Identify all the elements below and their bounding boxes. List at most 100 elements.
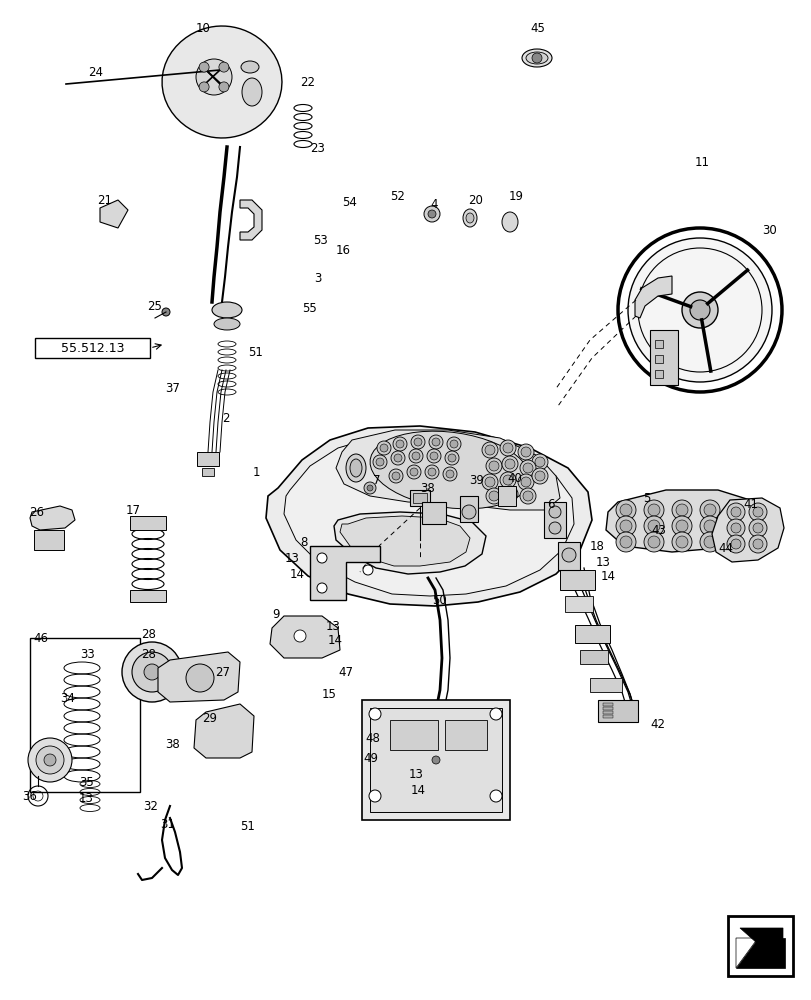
Text: 9: 9 (272, 607, 279, 620)
Bar (557, 542, 579, 570)
Circle shape (444, 451, 458, 465)
Circle shape (363, 482, 375, 494)
Circle shape (676, 520, 687, 532)
Polygon shape (270, 616, 340, 658)
Circle shape (643, 516, 663, 536)
Circle shape (672, 500, 691, 520)
Circle shape (752, 539, 762, 549)
Text: 19: 19 (508, 190, 523, 202)
Circle shape (482, 474, 497, 490)
Circle shape (410, 468, 418, 476)
Polygon shape (100, 200, 128, 228)
Circle shape (486, 458, 501, 474)
Bar (564, 596, 592, 612)
Circle shape (548, 506, 560, 518)
Bar (727, 916, 792, 976)
Text: 13: 13 (595, 556, 610, 568)
Text: 23: 23 (310, 141, 324, 154)
Bar (410, 490, 430, 506)
Bar (654, 370, 663, 378)
Circle shape (517, 474, 534, 490)
Text: 45: 45 (530, 21, 544, 34)
Ellipse shape (345, 454, 366, 482)
Circle shape (502, 475, 513, 485)
Text: 52: 52 (389, 190, 405, 202)
Text: 50: 50 (431, 593, 446, 606)
Text: 13: 13 (409, 768, 423, 780)
Text: 55.512.13: 55.512.13 (61, 342, 124, 355)
Polygon shape (370, 431, 530, 509)
Bar (362, 700, 509, 820)
Bar (34, 530, 64, 550)
Circle shape (484, 477, 495, 487)
Circle shape (375, 458, 384, 466)
Circle shape (367, 485, 372, 491)
Circle shape (219, 62, 229, 72)
Circle shape (672, 532, 691, 552)
Circle shape (393, 454, 401, 462)
Bar (574, 625, 609, 643)
Circle shape (699, 516, 719, 536)
Circle shape (219, 82, 229, 92)
Circle shape (521, 477, 530, 487)
Text: 38: 38 (419, 482, 434, 494)
Circle shape (489, 708, 501, 720)
Text: 38: 38 (165, 738, 179, 750)
Circle shape (681, 292, 717, 328)
Circle shape (195, 59, 232, 95)
Bar (389, 720, 437, 750)
Ellipse shape (350, 459, 362, 477)
Text: 10: 10 (195, 21, 211, 34)
Text: 26: 26 (29, 506, 44, 518)
Circle shape (488, 491, 499, 501)
Text: 55: 55 (302, 302, 316, 314)
Text: 27: 27 (215, 666, 230, 678)
Text: 47: 47 (337, 666, 353, 678)
Circle shape (616, 500, 635, 520)
Circle shape (445, 470, 453, 478)
Circle shape (643, 532, 663, 552)
Text: 54: 54 (341, 196, 357, 209)
Bar (649, 330, 677, 385)
Polygon shape (336, 430, 560, 510)
Text: 28: 28 (141, 628, 156, 641)
Bar (370, 708, 501, 812)
Bar (597, 700, 637, 722)
Text: 14: 14 (600, 570, 616, 582)
Circle shape (449, 440, 457, 448)
Text: 34: 34 (60, 692, 75, 704)
Circle shape (368, 790, 380, 802)
Bar (130, 516, 165, 530)
Circle shape (703, 536, 715, 548)
Polygon shape (284, 436, 573, 596)
Ellipse shape (521, 49, 551, 67)
Text: 14: 14 (328, 634, 342, 647)
Text: 44: 44 (717, 542, 732, 554)
Text: 42: 42 (649, 718, 664, 730)
Bar (603, 715, 612, 718)
Text: 18: 18 (590, 540, 604, 552)
Circle shape (643, 500, 663, 520)
Circle shape (730, 507, 740, 517)
Circle shape (411, 452, 419, 460)
Polygon shape (711, 498, 783, 562)
Bar (590, 678, 621, 692)
Circle shape (647, 520, 659, 532)
Circle shape (519, 488, 535, 504)
Text: 22: 22 (299, 76, 315, 89)
Text: 13: 13 (325, 619, 341, 633)
Circle shape (522, 491, 532, 501)
Circle shape (561, 548, 575, 562)
Circle shape (486, 488, 501, 504)
Text: 51: 51 (247, 346, 263, 359)
Bar (654, 340, 663, 348)
Circle shape (726, 519, 744, 537)
Text: 2: 2 (221, 412, 230, 424)
Circle shape (443, 467, 457, 481)
Text: 25: 25 (147, 300, 161, 312)
Circle shape (410, 435, 424, 449)
Circle shape (427, 449, 440, 463)
Circle shape (393, 437, 406, 451)
Polygon shape (158, 652, 240, 702)
Circle shape (620, 536, 631, 548)
